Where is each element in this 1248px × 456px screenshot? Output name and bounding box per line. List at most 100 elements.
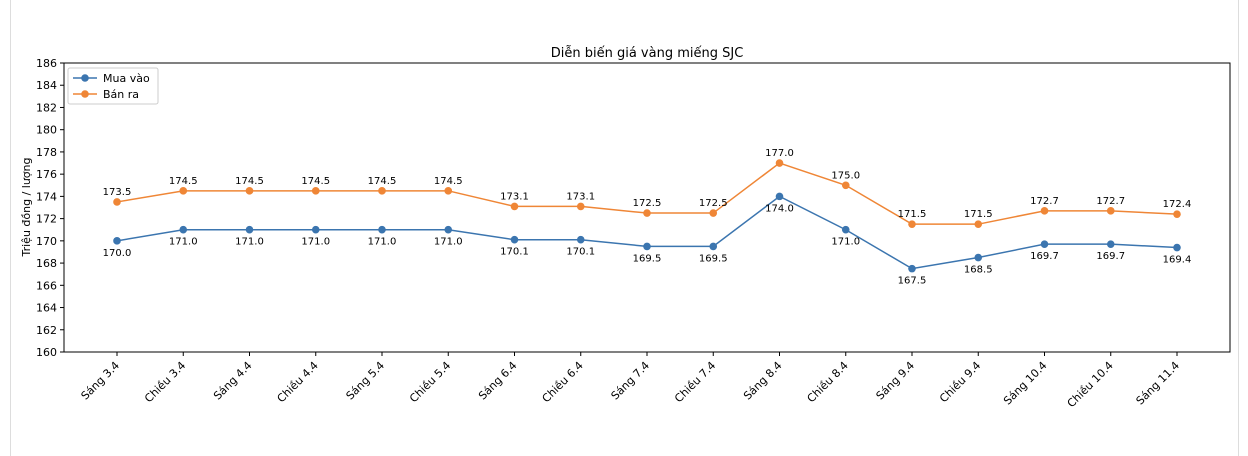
- data-point: [841, 225, 850, 234]
- data-point: [245, 225, 254, 234]
- data-point: [113, 237, 121, 245]
- data-label: 174.0: [765, 203, 794, 214]
- data-label: 175.0: [831, 170, 860, 181]
- data-label: 172.4: [1163, 199, 1192, 210]
- data-point: [444, 187, 453, 195]
- data-label: 169.5: [699, 253, 728, 264]
- data-point: [510, 202, 519, 211]
- data-label: 174.5: [169, 176, 198, 187]
- data-label: 174.5: [235, 176, 264, 187]
- y-tick-label: 176: [36, 168, 57, 181]
- chart-title: Diễn biến giá vàng miếng SJC: [551, 46, 744, 61]
- y-tick-label: 162: [36, 324, 57, 337]
- data-point: [510, 235, 519, 244]
- data-label: 169.7: [1030, 251, 1059, 262]
- data-point: [1040, 207, 1049, 215]
- data-point: [1106, 240, 1115, 248]
- data-point: [1173, 210, 1181, 218]
- data-point: [576, 235, 585, 244]
- x-tick-label: Sáng 10.4: [1001, 359, 1050, 408]
- legend-label: Mua vào: [103, 72, 150, 85]
- legend-box: [67, 67, 159, 105]
- data-label: 171.0: [235, 237, 264, 248]
- legend-label: Bán ra: [103, 88, 139, 101]
- data-label: 171.0: [169, 237, 198, 248]
- data-label: 171.5: [898, 209, 927, 220]
- axes: 160 162 164 166 168 170 172 174 176 178 180 182 184 1…: [36, 57, 1231, 410]
- right-border: [1238, 0, 1239, 456]
- data-label: 168.5: [964, 265, 993, 276]
- data-point: [1173, 243, 1181, 252]
- data-label: 170.1: [566, 247, 595, 258]
- data-point: [378, 187, 386, 195]
- y-tick-label: 160: [36, 346, 57, 359]
- data-point: [245, 187, 254, 195]
- data-label: 169.7: [1096, 251, 1125, 262]
- data-label: 171.0: [434, 237, 463, 248]
- x-tick-label: Sáng 7.4: [609, 359, 653, 403]
- data-label: 170.1: [500, 247, 529, 258]
- y-axis-label: Triệu đồng / lượng: [20, 158, 33, 258]
- y-tick-label: 168: [36, 257, 57, 270]
- x-tick-label: Chiều 7.4: [672, 359, 718, 405]
- data-point: [311, 187, 320, 195]
- x-tick-label: Sáng 4.4: [211, 359, 255, 403]
- x-tick-label: Sáng 5.4: [344, 359, 388, 403]
- data-point: [444, 225, 453, 234]
- data-label: 174.5: [368, 176, 397, 187]
- data-point: [775, 192, 784, 201]
- y-tick-label: 182: [36, 101, 57, 114]
- data-label: 173.5: [103, 187, 132, 198]
- x-tick-label: Chiều 5.4: [407, 359, 453, 405]
- legend-marker: [81, 74, 89, 82]
- y-tick-label: 178: [36, 146, 57, 159]
- y-tick-label: 174: [36, 190, 57, 203]
- data-label: 169.4: [1163, 255, 1192, 266]
- data-point: [841, 181, 850, 190]
- y-tick-label: 186: [36, 57, 57, 70]
- data-point: [775, 159, 784, 167]
- x-tick-label: Chiều 4.4: [275, 359, 321, 405]
- x-tick-label: Sáng 3.4: [79, 359, 123, 403]
- data-point: [576, 202, 585, 211]
- series-layer: 170.0 171.0 171.0 171.0 171.0 171.0 170.1 170.1…: [103, 148, 1192, 287]
- data-label: 173.1: [566, 191, 595, 202]
- data-point: [311, 225, 320, 234]
- data-point: [709, 242, 718, 251]
- data-point: [908, 220, 916, 228]
- data-point: [643, 242, 651, 251]
- y-tick-label: 180: [36, 124, 57, 137]
- data-label: 174.5: [301, 176, 330, 187]
- y-tick-label: 166: [36, 279, 57, 292]
- data-point: [643, 209, 651, 217]
- y-tick-label: 164: [36, 302, 57, 315]
- x-tick-label: Chiều 10.4: [1065, 359, 1116, 410]
- data-point: [1040, 240, 1049, 248]
- data-label: 172.7: [1030, 196, 1059, 207]
- x-tick-label: Chiều 9.4: [937, 359, 983, 405]
- data-label: 167.5: [898, 276, 927, 287]
- data-label: 171.0: [301, 237, 330, 248]
- legend-marker: [81, 90, 89, 98]
- x-tick-label: Sáng 9.4: [874, 359, 918, 403]
- left-border: [10, 0, 11, 456]
- data-point: [974, 220, 983, 228]
- data-point: [974, 253, 983, 262]
- data-label: 172.5: [633, 198, 662, 209]
- data-label: 171.0: [368, 237, 397, 248]
- data-label: 172.7: [1096, 196, 1125, 207]
- data-point: [378, 225, 386, 234]
- data-point: [1106, 207, 1115, 215]
- x-tick-label: Sáng 8.4: [741, 359, 785, 403]
- data-label: 170.0: [103, 248, 132, 259]
- data-point: [908, 264, 916, 273]
- y-tick-label: 184: [36, 79, 57, 92]
- data-label: 171.0: [831, 237, 860, 248]
- x-tick-label: Sáng 11.4: [1134, 359, 1183, 408]
- data-label: 177.0: [765, 148, 794, 159]
- x-tick-label: Chiều 8.4: [805, 359, 851, 405]
- legend: Mua vào Bán ra: [67, 67, 159, 105]
- data-label: 172.5: [699, 198, 728, 209]
- data-point: [113, 198, 121, 206]
